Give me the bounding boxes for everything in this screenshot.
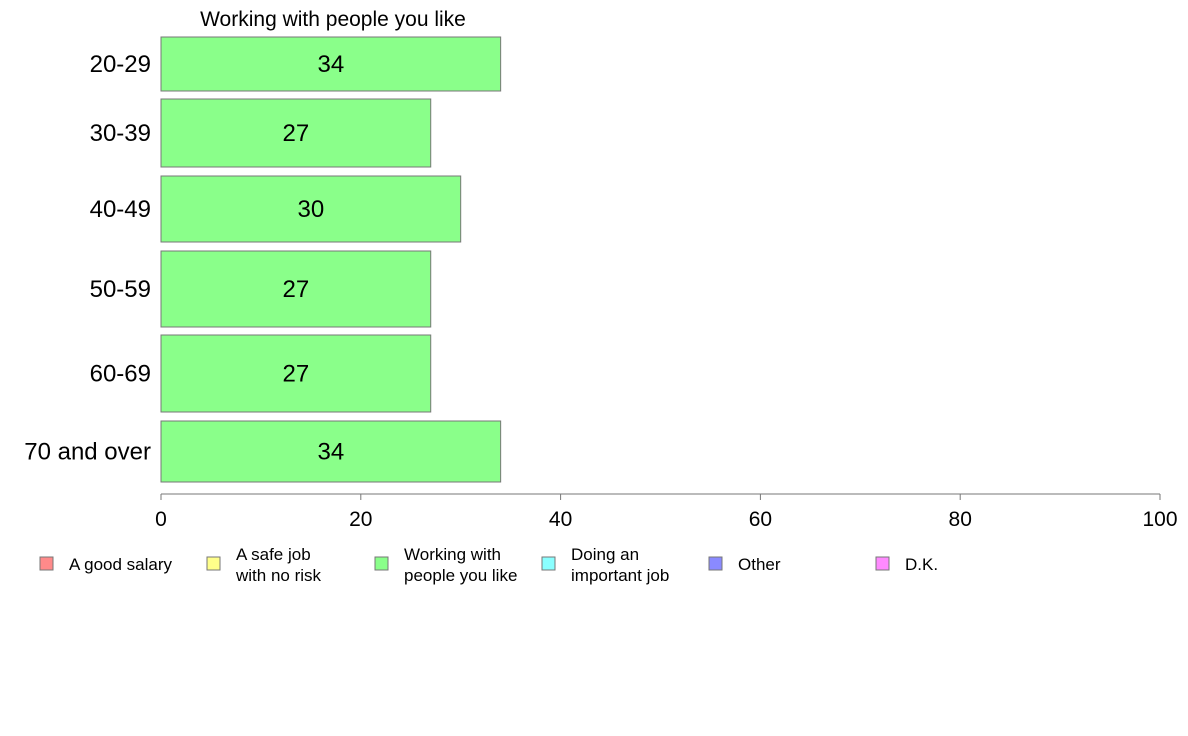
legend-swatch xyxy=(374,556,389,571)
legend-label: A good salary xyxy=(69,555,173,574)
x-tick-label: 60 xyxy=(749,508,772,531)
bar-40-49 xyxy=(160,175,462,243)
x-axis: 0 20 40 60 80 100 xyxy=(155,493,1178,531)
legend-swatch xyxy=(206,556,221,571)
bar-value-label: 30 xyxy=(297,196,324,223)
legend-label: D.K. xyxy=(905,555,938,574)
legend-swatch xyxy=(39,556,54,571)
bar-value-label: 27 xyxy=(283,361,310,388)
category-label: 70 and over xyxy=(24,439,151,466)
bar-value-label: 34 xyxy=(317,439,344,466)
x-tick-label: 40 xyxy=(549,508,572,531)
x-tick-label: 20 xyxy=(349,508,372,531)
chart-title: Working with people you like xyxy=(200,8,466,31)
legend: A good salary A safe job with no risk Worki… xyxy=(39,545,938,585)
legend-label: Doing an important job xyxy=(571,545,669,585)
category-label: 30-39 xyxy=(90,120,151,147)
bar-70-and-over xyxy=(160,420,502,483)
bar-30-39 xyxy=(160,98,432,168)
category-label: 60-69 xyxy=(90,361,151,388)
category-label: 40-49 xyxy=(90,196,151,223)
bar-value-label: 34 xyxy=(317,51,344,78)
legend-swatch xyxy=(708,556,723,571)
legend-label: Working with people you like xyxy=(404,545,517,585)
legend-swatch xyxy=(541,556,556,571)
category-label: 50-59 xyxy=(90,276,151,303)
bar-60-69 xyxy=(160,334,432,413)
category-label: 20-29 xyxy=(90,51,151,78)
x-tick-label: 100 xyxy=(1142,508,1177,531)
bar-50-59 xyxy=(160,250,432,328)
bars-layer: 34 20-29 27 30-39 30 40-49 27 50-59 27 60-69 34 70 … xyxy=(24,36,502,483)
bar-20-29 xyxy=(160,36,502,92)
legend-label: Other xyxy=(738,555,781,574)
bar-value-label: 27 xyxy=(283,120,310,147)
bar-value-label: 27 xyxy=(283,276,310,303)
x-tick-label: 0 xyxy=(155,508,167,531)
legend-label: A safe job with no risk xyxy=(235,545,322,585)
legend-swatch xyxy=(875,556,890,571)
x-tick-label: 80 xyxy=(949,508,972,531)
